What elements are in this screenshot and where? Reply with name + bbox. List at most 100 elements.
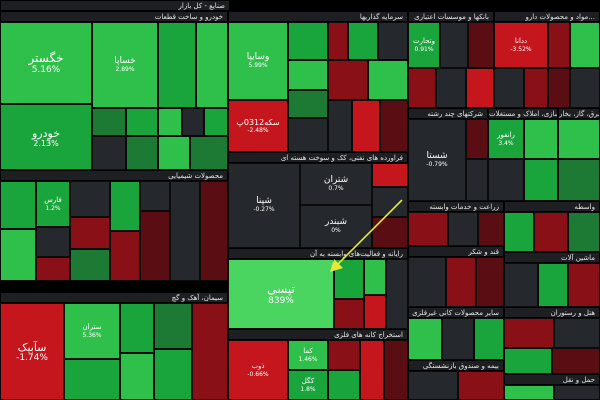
- tile-small[interactable]: [504, 318, 554, 348]
- tile-small[interactable]: [380, 100, 408, 152]
- tile-small[interactable]: [478, 212, 504, 246]
- sector-header-machin[interactable]: ماشین آلات: [504, 252, 600, 263]
- tile-khegostar[interactable]: خگستر 5.16%: [0, 22, 92, 104]
- tile-small[interactable]: [334, 259, 364, 299]
- sector-header-zeraat[interactable]: زراعت و خدمات وابسته: [408, 201, 504, 212]
- tile-small[interactable]: [524, 159, 558, 201]
- tile-small[interactable]: [458, 371, 504, 400]
- tile-shepna[interactable]: شپنا -0.27%: [228, 163, 300, 248]
- tile-small[interactable]: [0, 181, 36, 229]
- tile-small[interactable]: [200, 181, 228, 281]
- tile-small[interactable]: [548, 22, 570, 68]
- sector-header-sarmaye[interactable]: سرمایه گذاریها: [228, 11, 408, 22]
- tile-small[interactable]: [408, 212, 448, 246]
- tile-kgol[interactable]: کگل 1.8%: [288, 370, 328, 400]
- sector-header-barq[interactable]: عرضه برق، گاز، بخار: [558, 108, 600, 119]
- tile-small[interactable]: [110, 231, 140, 281]
- tile-small[interactable]: [196, 22, 228, 108]
- tile-small[interactable]: [288, 22, 328, 60]
- sector-header-hotel[interactable]: هتل و رستوران: [504, 307, 600, 318]
- sector-header-naft[interactable]: فراورده های نفتی، کک و سوخت هسته ای: [228, 152, 408, 163]
- tile-small[interactable]: [288, 118, 328, 152]
- tile-small[interactable]: [534, 212, 568, 252]
- tile-small[interactable]: [408, 371, 458, 400]
- tile-shatran[interactable]: شتران 0.7%: [300, 163, 372, 205]
- sector-header-amlak[interactable]: انبوه سازی، املاک و مستغلات: [488, 108, 558, 119]
- tile-small[interactable]: [36, 257, 70, 281]
- sector-header-daroo[interactable]: مواد و محصولات دارو...: [494, 11, 600, 22]
- tile-small[interactable]: [288, 60, 328, 90]
- tile-sekke[interactable]: سکه0312پ -2.48%: [228, 100, 288, 152]
- sector-header-hamlonaghl[interactable]: حمل و نقل: [504, 374, 600, 385]
- tile-small[interactable]: [334, 299, 364, 329]
- tile-shasta[interactable]: شستا -0.79%: [408, 119, 466, 201]
- tile-small[interactable]: [140, 181, 170, 211]
- tile-dkosar[interactable]: وتجارت 0.91%: [408, 22, 440, 68]
- tile-small[interactable]: [468, 22, 494, 68]
- tile-small[interactable]: [328, 60, 368, 100]
- tile-small[interactable]: [360, 340, 384, 400]
- tile-sentaran[interactable]: ستران 5.36%: [64, 303, 120, 359]
- tile-small[interactable]: [64, 359, 120, 400]
- tile-small[interactable]: [158, 22, 196, 108]
- tile-small[interactable]: [386, 259, 408, 329]
- tile-small[interactable]: [488, 159, 524, 201]
- tile-small[interactable]: [476, 257, 504, 307]
- tile-small[interactable]: [554, 385, 600, 400]
- tile-small[interactable]: [158, 136, 190, 170]
- tile-small[interactable]: [120, 303, 154, 353]
- tile-small[interactable]: [504, 385, 554, 400]
- tile-zob[interactable]: ذوب -0.66%: [228, 340, 288, 400]
- tile-small[interactable]: [446, 257, 476, 307]
- tile-small[interactable]: [190, 136, 228, 170]
- tile-small[interactable]: [328, 100, 352, 152]
- sector-header-rayaneh[interactable]: رایانه و فعالیت‌های وابسته به آن: [228, 248, 408, 259]
- tile-small[interactable]: [372, 163, 408, 187]
- tile-small[interactable]: [70, 217, 110, 249]
- tile-small[interactable]: [384, 340, 408, 400]
- tile-small[interactable]: [170, 181, 200, 281]
- tile-small[interactable]: [204, 108, 228, 136]
- tile-small[interactable]: [570, 22, 600, 68]
- tile-small[interactable]: [504, 263, 538, 307]
- tile-small[interactable]: [372, 217, 408, 248]
- tile-small[interactable]: [120, 353, 154, 400]
- tile-tapsi[interactable]: تپسی 839%: [228, 259, 334, 329]
- tile-small[interactable]: [548, 68, 570, 108]
- tile-small[interactable]: [364, 295, 386, 329]
- tile-dodal[interactable]: ددانا -3.52%: [494, 22, 548, 68]
- tile-small[interactable]: [474, 318, 504, 360]
- tile-small[interactable]: [36, 227, 70, 257]
- tile-small[interactable]: [192, 303, 228, 400]
- tile-small[interactable]: [570, 68, 600, 108]
- tile-vasaipa[interactable]: وسایپا 5.99%: [228, 22, 288, 100]
- tile-small[interactable]: [558, 159, 600, 201]
- tile-saipa-azar[interactable]: سآبیک -1.74%: [0, 303, 64, 400]
- tile-shabandar[interactable]: شبندر 0%: [300, 205, 372, 248]
- tile-small[interactable]: [288, 90, 328, 118]
- tile-small[interactable]: [552, 348, 600, 374]
- tile-small[interactable]: [158, 108, 182, 136]
- tile-small[interactable]: [408, 257, 446, 307]
- sector-header-sement[interactable]: سیمان، آهک و گچ: [0, 292, 228, 303]
- tile-small[interactable]: [408, 68, 436, 108]
- tile-small[interactable]: [436, 68, 466, 108]
- tile-small[interactable]: [466, 68, 494, 108]
- tile-small[interactable]: [568, 263, 600, 307]
- tile-small[interactable]: [524, 68, 548, 108]
- tile-small[interactable]: [70, 249, 110, 281]
- tile-small[interactable]: [442, 318, 474, 360]
- tile-kama[interactable]: کما 1.46%: [288, 340, 328, 370]
- tile-small[interactable]: [524, 119, 558, 159]
- tile-small[interactable]: [154, 303, 192, 349]
- tile-small[interactable]: [0, 229, 36, 281]
- tile-small[interactable]: [558, 119, 600, 159]
- tile-small[interactable]: [466, 159, 488, 201]
- tile-small[interactable]: [92, 136, 126, 170]
- tile-small[interactable]: [504, 348, 552, 374]
- tile-small[interactable]: [70, 181, 110, 217]
- tile-ranfor[interactable]: رانفور 3.4%: [488, 119, 524, 159]
- tile-small[interactable]: [440, 22, 468, 68]
- tile-small[interactable]: [538, 263, 568, 307]
- tile-small[interactable]: [126, 136, 158, 170]
